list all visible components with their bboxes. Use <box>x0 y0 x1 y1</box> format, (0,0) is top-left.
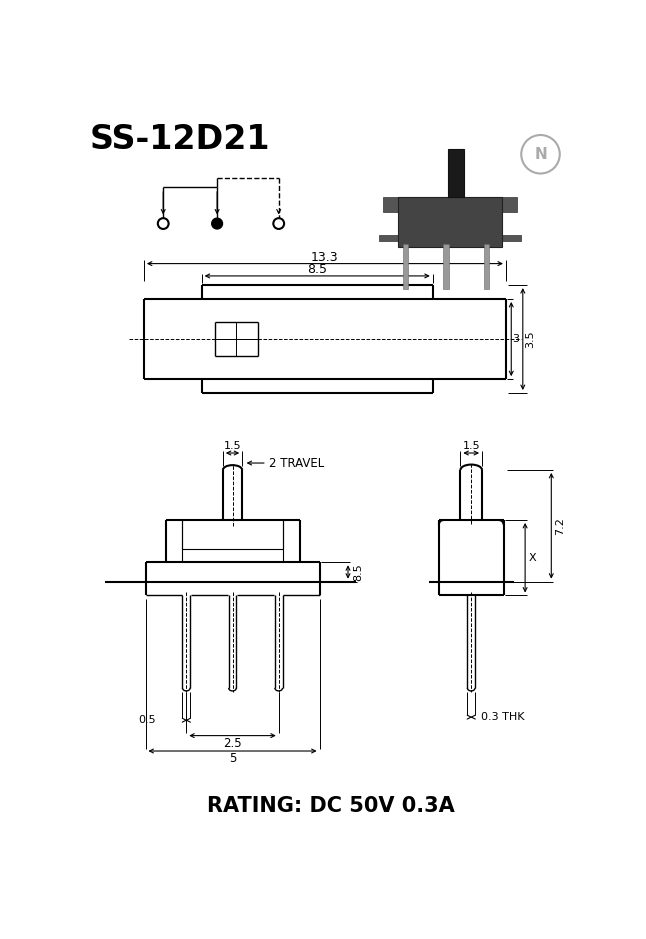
Text: RATING: DC 50V 0.3A: RATING: DC 50V 0.3A <box>207 796 455 816</box>
Text: 1.5: 1.5 <box>463 441 480 451</box>
Text: 5: 5 <box>229 752 236 765</box>
Text: 0.5: 0.5 <box>138 716 156 725</box>
Bar <box>443 244 448 289</box>
Bar <box>398 196 502 247</box>
Bar <box>484 244 489 289</box>
Text: 1.5: 1.5 <box>224 441 242 451</box>
Circle shape <box>212 218 222 229</box>
Bar <box>403 244 408 289</box>
Text: 8.5: 8.5 <box>307 263 328 276</box>
Text: 3: 3 <box>512 334 519 344</box>
Bar <box>382 196 517 212</box>
Bar <box>448 149 464 196</box>
Text: 7.2: 7.2 <box>556 516 565 534</box>
Text: 2 TRAVEL: 2 TRAVEL <box>269 456 324 470</box>
Text: 8.5: 8.5 <box>353 563 363 581</box>
Bar <box>379 235 521 241</box>
Text: 13.3: 13.3 <box>311 251 339 264</box>
Text: 3.5: 3.5 <box>525 331 536 347</box>
Text: 0.3 THK: 0.3 THK <box>481 712 525 722</box>
Text: SS-12D21: SS-12D21 <box>90 123 271 157</box>
Text: N: N <box>534 146 547 162</box>
Text: X: X <box>529 553 537 562</box>
Text: 2.5: 2.5 <box>224 737 242 750</box>
